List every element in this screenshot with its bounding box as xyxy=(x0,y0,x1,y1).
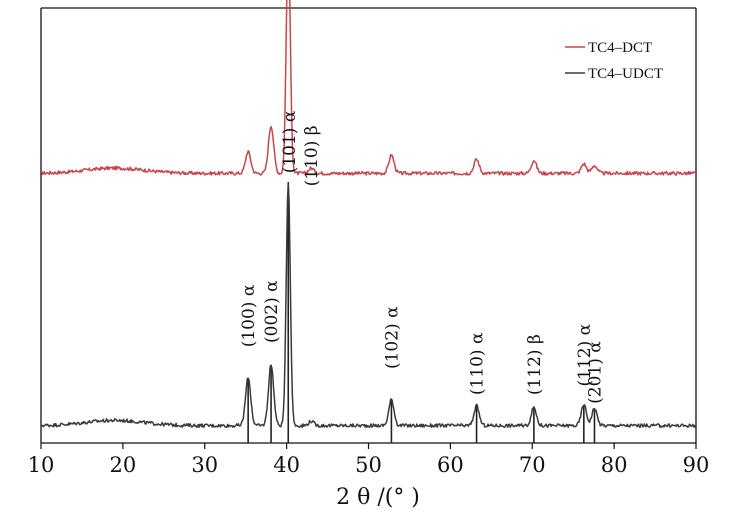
x-tick-label: 90 xyxy=(683,453,710,477)
series-layer xyxy=(40,0,697,429)
legend-label-dct: TC4–DCT xyxy=(588,40,652,56)
peak-label: (101) α xyxy=(280,110,300,173)
peak-label: (110) α xyxy=(468,332,488,395)
peak-label: (112) β xyxy=(525,334,545,395)
peak-label: (201) α xyxy=(585,341,605,404)
legend-label-udct: TC4–UDCT xyxy=(588,66,663,82)
x-tick-label: 70 xyxy=(519,453,546,477)
x-ticks: 10 20 30 40 50 60 70 80 90 xyxy=(28,443,710,477)
x-tick-label: 20 xyxy=(110,453,137,477)
series-line-udct xyxy=(40,182,697,429)
legend: TC4–DCT TC4–UDCT xyxy=(565,40,663,82)
reference-lines xyxy=(247,182,596,443)
peak-label: (002) α xyxy=(262,280,282,343)
x-tick-label: 40 xyxy=(273,453,300,477)
peak-label: (112) α xyxy=(575,323,595,386)
peak-labels: (100) α (002) α (101) α (110) β (102) α (110)… xyxy=(239,110,605,404)
x-tick-label: 30 xyxy=(191,453,218,477)
peak-label: (100) α xyxy=(239,284,259,347)
peak-label: (110) β xyxy=(302,125,322,186)
peak-label: (102) α xyxy=(382,306,402,369)
x-tick-label: 50 xyxy=(355,453,382,477)
x-tick-label: 80 xyxy=(601,453,628,477)
x-tick-label: 60 xyxy=(437,453,464,477)
x-tick-label: 10 xyxy=(28,453,55,477)
series-line-dct xyxy=(40,0,697,176)
x-axis-label: 2 θ /(° ) xyxy=(336,485,420,510)
